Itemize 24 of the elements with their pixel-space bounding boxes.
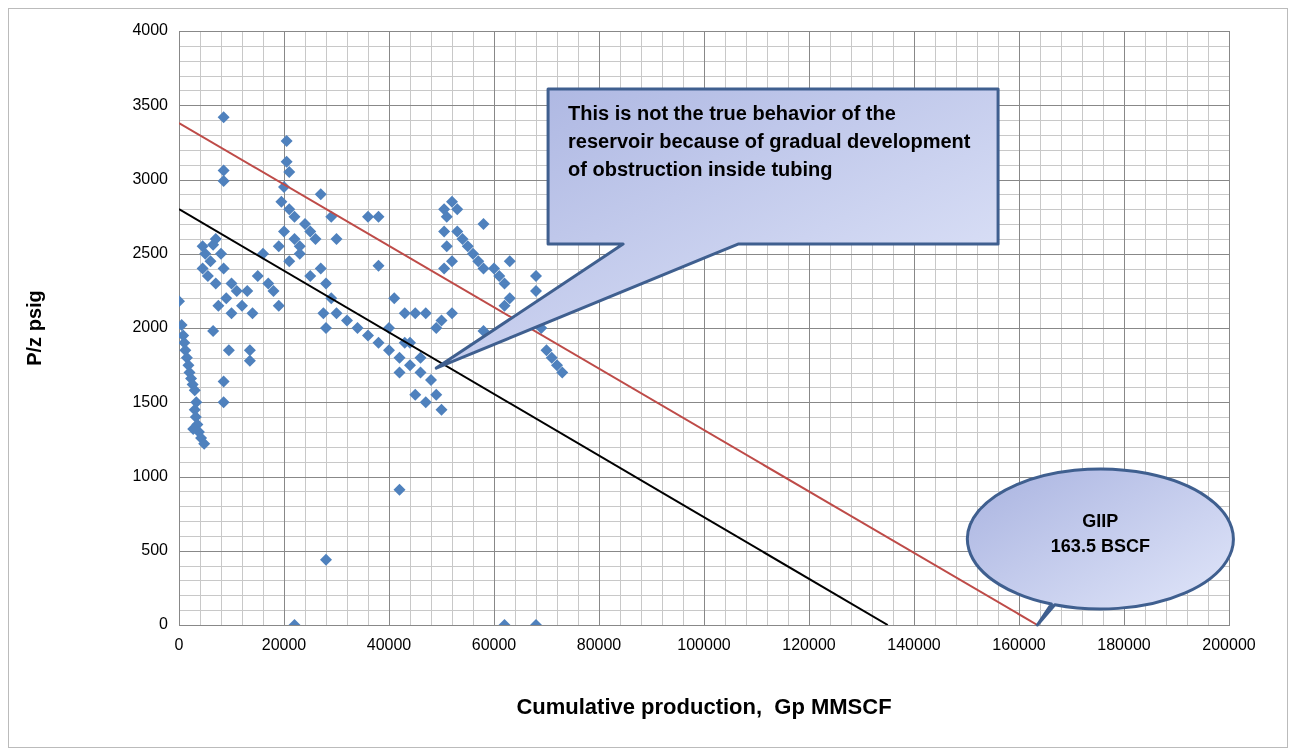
y-tick-label: 3500 xyxy=(132,95,169,113)
x-tick-label: 40000 xyxy=(366,636,412,654)
y-tick-label: 1000 xyxy=(132,466,169,484)
x-tick-label: 120000 xyxy=(782,636,836,654)
x-tick-label: 180000 xyxy=(1097,636,1151,654)
y-tick-label: 3000 xyxy=(132,169,169,187)
y-tick-label: 0 xyxy=(159,615,169,633)
x-tick-label: 160000 xyxy=(992,636,1046,654)
x-tick-label: 200000 xyxy=(1202,636,1256,654)
x-axis-title: Cumulative production, Gp MMSCF xyxy=(516,693,892,719)
x-tick-label: 0 xyxy=(174,636,184,654)
annotation: This is not the true behavior of the reservoir because of gradual development of obstruction inside tubing xyxy=(568,101,972,183)
y-tick-label: 500 xyxy=(141,541,169,559)
y-tick-label: 1500 xyxy=(132,392,169,410)
x-tick-label: 100000 xyxy=(677,636,731,654)
y-tick-label: 4000 xyxy=(132,21,169,39)
x-tick-label: 20000 xyxy=(261,636,307,654)
x-tick-label: 140000 xyxy=(887,636,941,654)
x-tick-label: 60000 xyxy=(471,636,517,654)
y-tick-label: 2500 xyxy=(132,244,169,262)
annotation: GIIP 163.5 BSCF xyxy=(1049,510,1151,559)
x-tick-label: 80000 xyxy=(576,636,622,654)
y-tick-label: 2000 xyxy=(132,318,169,336)
y-axis-title: P/z psig xyxy=(22,290,45,366)
